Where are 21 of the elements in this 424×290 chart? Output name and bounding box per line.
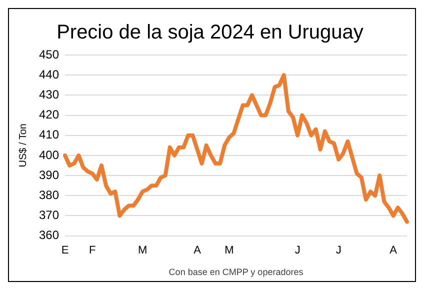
y-tick-label: 420 xyxy=(38,108,60,122)
y-tick-label: 390 xyxy=(38,168,60,182)
text: Con base en CMPP y operadores xyxy=(168,266,304,277)
y-tick-label: 450 xyxy=(38,47,60,62)
x-tick-label: A xyxy=(390,244,398,256)
y-tick-label: 410 xyxy=(38,128,60,142)
y-tick-label: 360 xyxy=(38,228,60,242)
y-tick-label: 370 xyxy=(38,208,60,222)
x-tick-label: E xyxy=(61,244,69,256)
x-tick-label: J xyxy=(336,244,342,256)
x-tick-label: M xyxy=(138,244,148,256)
y-tick-label: 400 xyxy=(38,148,60,162)
y-tick-label: 380 xyxy=(38,188,60,202)
x-tick-label: F xyxy=(89,244,96,256)
y-tick-label: 430 xyxy=(38,87,60,102)
x-tick-label: J xyxy=(294,244,300,256)
chart-title: Precio de la soja 2024 en Uruguay xyxy=(56,22,364,44)
x-tick-label: M xyxy=(224,244,234,256)
y-tick-label: 440 xyxy=(38,67,60,82)
x-tick-label: A xyxy=(194,244,202,256)
y-axis-title: US$ / Ton xyxy=(18,124,29,168)
